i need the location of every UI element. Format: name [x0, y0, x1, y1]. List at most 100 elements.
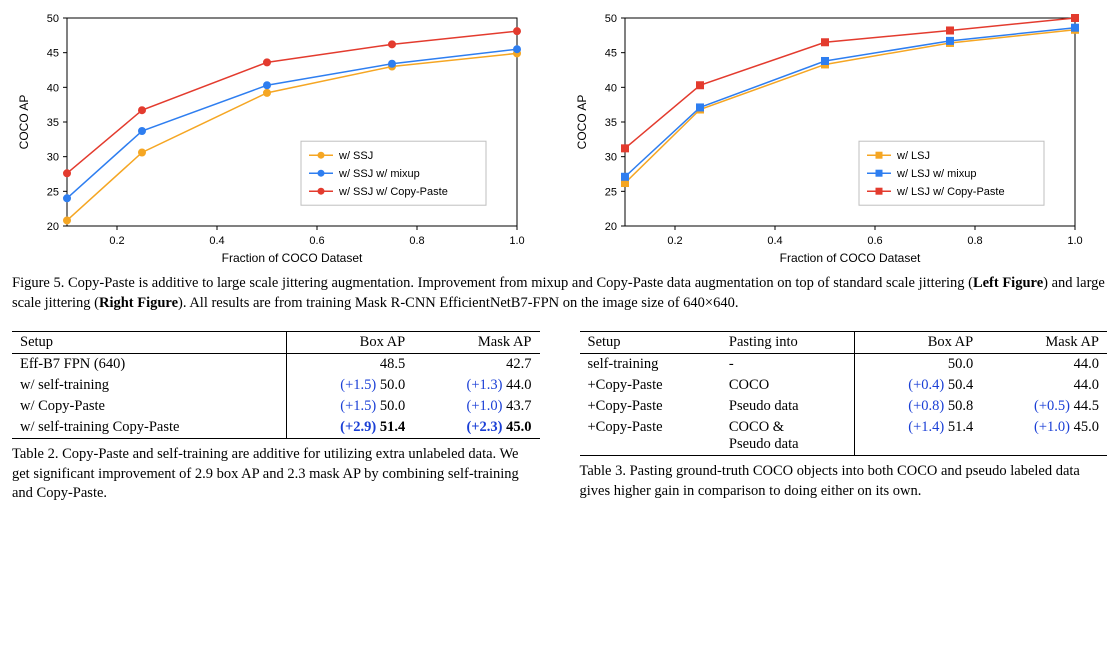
cell-box-ap: (+1.4) 51.4 — [855, 417, 982, 456]
xlabel: Fraction of COCO Dataset — [779, 251, 920, 265]
col-setup: Setup — [12, 332, 286, 354]
xtick-label: 0.2 — [667, 235, 682, 247]
col-mask-ap: Mask AP — [981, 332, 1107, 354]
ytick-label: 50 — [47, 13, 59, 25]
legend-label: w/ LSJ w/ mixup — [896, 168, 976, 180]
chart-left-wrap: 202530354045500.20.40.60.81.0Fraction of… — [12, 8, 550, 268]
legend-label: w/ LSJ — [896, 150, 930, 162]
cell-setup: w/ self-training — [12, 375, 286, 396]
series-marker — [1071, 15, 1078, 22]
ytick-label: 45 — [604, 48, 616, 60]
table-3-block: SetupPasting intoBox APMask APself-train… — [580, 331, 1108, 518]
table-row: w/ Copy-Paste(+1.5) 50.0(+1.0) 43.7 — [12, 396, 540, 417]
series-marker — [1071, 24, 1078, 31]
series-marker — [139, 107, 146, 114]
cell-setup: w/ self-training Copy-Paste — [12, 417, 286, 439]
series-marker — [821, 57, 828, 64]
cell-box-ap: 50.0 — [855, 354, 982, 376]
ylabel: COCO AP — [17, 95, 31, 150]
cell-mask-ap: 44.0 — [981, 354, 1107, 376]
table-2-caption: Table 2. Copy-Paste and self-training ar… — [12, 445, 540, 504]
cell-box-ap: (+1.5) 50.0 — [286, 396, 413, 417]
cell-mask-ap: (+1.3) 44.0 — [413, 375, 539, 396]
cell-setup: self-training — [580, 354, 721, 376]
cell-setup: w/ Copy-Paste — [12, 396, 286, 417]
series-marker — [514, 28, 521, 35]
table-row: self-training-50.044.0 — [580, 354, 1108, 376]
table-row: w/ self-training(+1.5) 50.0(+1.3) 44.0 — [12, 375, 540, 396]
cell-box-ap: (+0.4) 50.4 — [855, 375, 982, 396]
cell-box-ap: (+2.9) 51.4 — [286, 417, 413, 439]
cell-box-ap: (+1.5) 50.0 — [286, 375, 413, 396]
table-3-caption: Table 3. Pasting ground-truth COCO objec… — [580, 462, 1108, 501]
page-root: 20 25 30 35 40 45 50 0.2 0.4 0.6 0.8 1.0 Fraction of… — [0, 0, 1119, 538]
ytick-label: 20 — [47, 221, 59, 233]
table-row: Eff-B7 FPN (640)48.542.7 — [12, 354, 540, 376]
series-marker — [389, 60, 396, 67]
xtick-label: 0.8 — [967, 235, 982, 247]
cell-mask-ap: (+1.0) 45.0 — [981, 417, 1107, 456]
series-marker — [264, 89, 271, 96]
legend-label: w/ SSJ w/ Copy-Paste — [338, 186, 448, 198]
cell-pasting: COCO — [721, 375, 855, 396]
ytick-label: 40 — [604, 82, 616, 94]
col-setup: Setup — [580, 332, 721, 354]
ytick-label: 50 — [604, 13, 616, 25]
legend-label: w/ LSJ w/ Copy-Paste — [896, 186, 1005, 198]
cell-mask-ap: 42.7 — [413, 354, 539, 376]
xlabel: Fraction of COCO Dataset — [222, 251, 363, 265]
xtick-label: 0.4 — [767, 235, 782, 247]
legend-label: w/ SSJ — [338, 150, 373, 162]
series-marker — [64, 195, 71, 202]
col-mask-ap: Mask AP — [413, 332, 539, 354]
series-marker — [264, 82, 271, 89]
cell-mask-ap: (+0.5) 44.5 — [981, 396, 1107, 417]
xtick-label: 1.0 — [1067, 235, 1082, 247]
cell-mask-ap: 44.0 — [981, 375, 1107, 396]
caption-text: Figure 5. Copy-Paste is additive to larg… — [12, 275, 973, 291]
xtick-label: 0.6 — [309, 235, 324, 247]
cell-setup: +Copy-Paste — [580, 417, 721, 456]
series-marker — [621, 145, 628, 152]
cell-setup: +Copy-Paste — [580, 396, 721, 417]
series-marker — [696, 82, 703, 89]
xtick-label: 0.6 — [867, 235, 882, 247]
ytick-label: 45 — [47, 48, 59, 60]
table-row: +Copy-PasteCOCO &Pseudo data(+1.4) 51.4(… — [580, 417, 1108, 456]
cell-box-ap: (+0.8) 50.8 — [855, 396, 982, 417]
cell-box-ap: 48.5 — [286, 354, 413, 376]
tables-row: SetupBox APMask APEff-B7 FPN (640)48.542… — [12, 331, 1107, 518]
table-row: +Copy-PasteCOCO(+0.4) 50.444.0 — [580, 375, 1108, 396]
figure-5-charts: 20 25 30 35 40 45 50 0.2 0.4 0.6 0.8 1.0 Fraction of… — [12, 8, 1107, 268]
table-row: w/ self-training Copy-Paste(+2.9) 51.4(+… — [12, 417, 540, 439]
series-marker — [64, 217, 71, 224]
figure-5-caption: Figure 5. Copy-Paste is additive to larg… — [12, 274, 1107, 313]
table-3: SetupPasting intoBox APMask APself-train… — [580, 331, 1108, 456]
col-box-ap: Box AP — [286, 332, 413, 354]
legend-label: w/ SSJ w/ mixup — [338, 168, 420, 180]
cell-setup: +Copy-Paste — [580, 375, 721, 396]
series-marker — [139, 128, 146, 135]
col-pasting: Pasting into — [721, 332, 855, 354]
xtick-label: 0.2 — [109, 235, 124, 247]
series-marker — [64, 170, 71, 177]
ytick-label: 25 — [47, 186, 59, 198]
cell-mask-ap: (+2.3) 45.0 — [413, 417, 539, 439]
caption-right-bold: Right Figure — [99, 295, 178, 311]
cell-setup: Eff-B7 FPN (640) — [12, 354, 286, 376]
series-marker — [139, 149, 146, 156]
table-2: SetupBox APMask APEff-B7 FPN (640)48.542… — [12, 331, 540, 439]
series-marker — [821, 39, 828, 46]
series-marker — [389, 41, 396, 48]
ytick-label: 35 — [604, 117, 616, 129]
xtick-label: 0.8 — [409, 235, 424, 247]
ytick-label: 25 — [604, 186, 616, 198]
cell-pasting: COCO &Pseudo data — [721, 417, 855, 456]
line-chart: 202530354045500.20.40.60.81.0Fraction of… — [12, 8, 532, 268]
series-marker — [264, 59, 271, 66]
cell-pasting: - — [721, 354, 855, 376]
xtick-label: 1.0 — [509, 235, 524, 247]
ytick-label: 30 — [604, 152, 616, 164]
caption-text: ). All results are from training Mask R-… — [178, 295, 738, 311]
table-row: +Copy-PastePseudo data(+0.8) 50.8(+0.5) … — [580, 396, 1108, 417]
